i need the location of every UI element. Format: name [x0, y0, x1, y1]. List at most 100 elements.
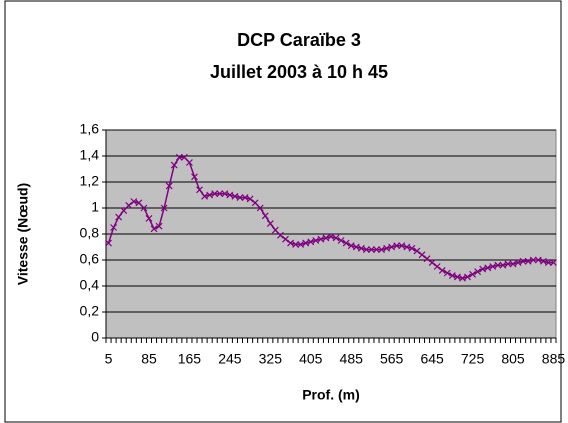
point-marker	[256, 204, 264, 212]
point-marker	[266, 220, 274, 228]
x-tick-label: 565	[380, 351, 404, 367]
y-tick-label: 0,2	[80, 303, 100, 319]
point-marker	[388, 243, 396, 251]
x-tick-label: 485	[340, 351, 364, 367]
point-marker	[201, 192, 209, 200]
y-tick-label: 0,6	[80, 251, 100, 267]
x-tick-label: 725	[461, 351, 485, 367]
point-marker	[277, 231, 284, 239]
point-marker	[509, 260, 517, 268]
point-marker	[504, 260, 512, 268]
x-tick-label: 5	[105, 351, 113, 367]
point-marker	[393, 242, 401, 250]
point-marker	[438, 266, 446, 274]
x-tick-label: 405	[299, 351, 323, 367]
point-marker	[550, 259, 557, 267]
point-marker	[251, 199, 259, 207]
point-marker	[297, 240, 305, 248]
point-marker	[352, 243, 360, 251]
point-marker	[206, 191, 214, 199]
point-marker	[357, 244, 365, 252]
x-axis-title: Prof. (m)	[302, 387, 360, 403]
point-marker	[408, 244, 416, 252]
point-marker	[191, 173, 198, 181]
point-marker	[261, 212, 269, 220]
point-marker	[236, 194, 244, 202]
y-tick-label: 1,6	[80, 121, 100, 137]
point-marker	[418, 251, 426, 259]
point-marker	[211, 190, 219, 198]
point-marker	[529, 256, 537, 264]
y-tick-label: 0	[91, 329, 99, 345]
point-marker	[241, 194, 249, 202]
point-marker	[221, 190, 229, 198]
x-tick-label: 805	[501, 351, 525, 367]
point-marker	[474, 268, 482, 276]
point-marker	[322, 234, 330, 242]
x-tick-label: 325	[259, 351, 283, 367]
point-marker	[347, 242, 355, 250]
point-marker	[105, 239, 112, 247]
chart-title: DCP Caraïbe 3	[237, 30, 361, 50]
x-tick-label: 245	[218, 351, 242, 367]
point-marker	[196, 186, 203, 194]
point-marker	[180, 153, 188, 161]
point-marker	[130, 198, 138, 205]
point-marker	[337, 237, 345, 244]
y-axis-title: Vitesse (Nœud)	[15, 183, 31, 285]
point-marker	[368, 246, 375, 254]
point-marker	[499, 261, 507, 269]
x-tick-label: 645	[420, 351, 444, 367]
point-marker	[453, 273, 461, 281]
point-marker	[484, 264, 492, 272]
point-marker	[383, 244, 391, 252]
point-marker	[413, 247, 421, 255]
point-marker	[494, 261, 502, 269]
y-tick-label: 0,8	[80, 225, 100, 241]
y-tick-label: 1	[91, 199, 99, 215]
point-marker	[271, 226, 279, 234]
point-marker	[489, 263, 497, 270]
point-marker	[292, 240, 300, 248]
point-marker	[145, 214, 153, 222]
point-marker	[282, 235, 289, 243]
point-marker	[216, 190, 224, 198]
point-marker	[443, 269, 451, 277]
x-tick-label: 85	[141, 351, 157, 367]
point-marker	[287, 239, 294, 247]
point-marker	[428, 259, 436, 267]
point-marker	[544, 259, 552, 267]
point-marker	[226, 191, 234, 199]
point-marker	[332, 234, 340, 242]
point-marker	[307, 238, 315, 246]
point-marker	[140, 204, 148, 212]
point-marker	[524, 257, 532, 265]
point-marker	[423, 255, 431, 263]
point-marker	[135, 199, 143, 207]
chart-subtitle: Juillet 2003 à 10 h 45	[210, 62, 388, 82]
point-marker	[231, 192, 239, 200]
point-marker	[534, 256, 542, 264]
point-marker	[170, 161, 178, 169]
y-tick-label: 1,4	[80, 147, 100, 163]
point-marker	[150, 225, 158, 233]
point-marker	[403, 243, 411, 251]
point-marker	[155, 222, 163, 230]
point-marker	[539, 257, 547, 265]
point-marker	[398, 242, 406, 250]
point-marker	[110, 224, 118, 231]
point-marker	[120, 207, 128, 215]
point-marker	[165, 182, 173, 190]
point-marker	[186, 159, 193, 166]
point-marker	[362, 246, 370, 254]
point-marker	[160, 204, 168, 212]
x-tick-label: 885	[542, 351, 566, 367]
y-tick-label: 1,2	[80, 173, 100, 189]
point-marker	[448, 272, 456, 280]
point-marker	[327, 233, 335, 241]
point-marker	[125, 201, 133, 209]
point-marker	[342, 239, 350, 247]
point-marker	[433, 263, 441, 270]
point-marker	[469, 270, 476, 278]
